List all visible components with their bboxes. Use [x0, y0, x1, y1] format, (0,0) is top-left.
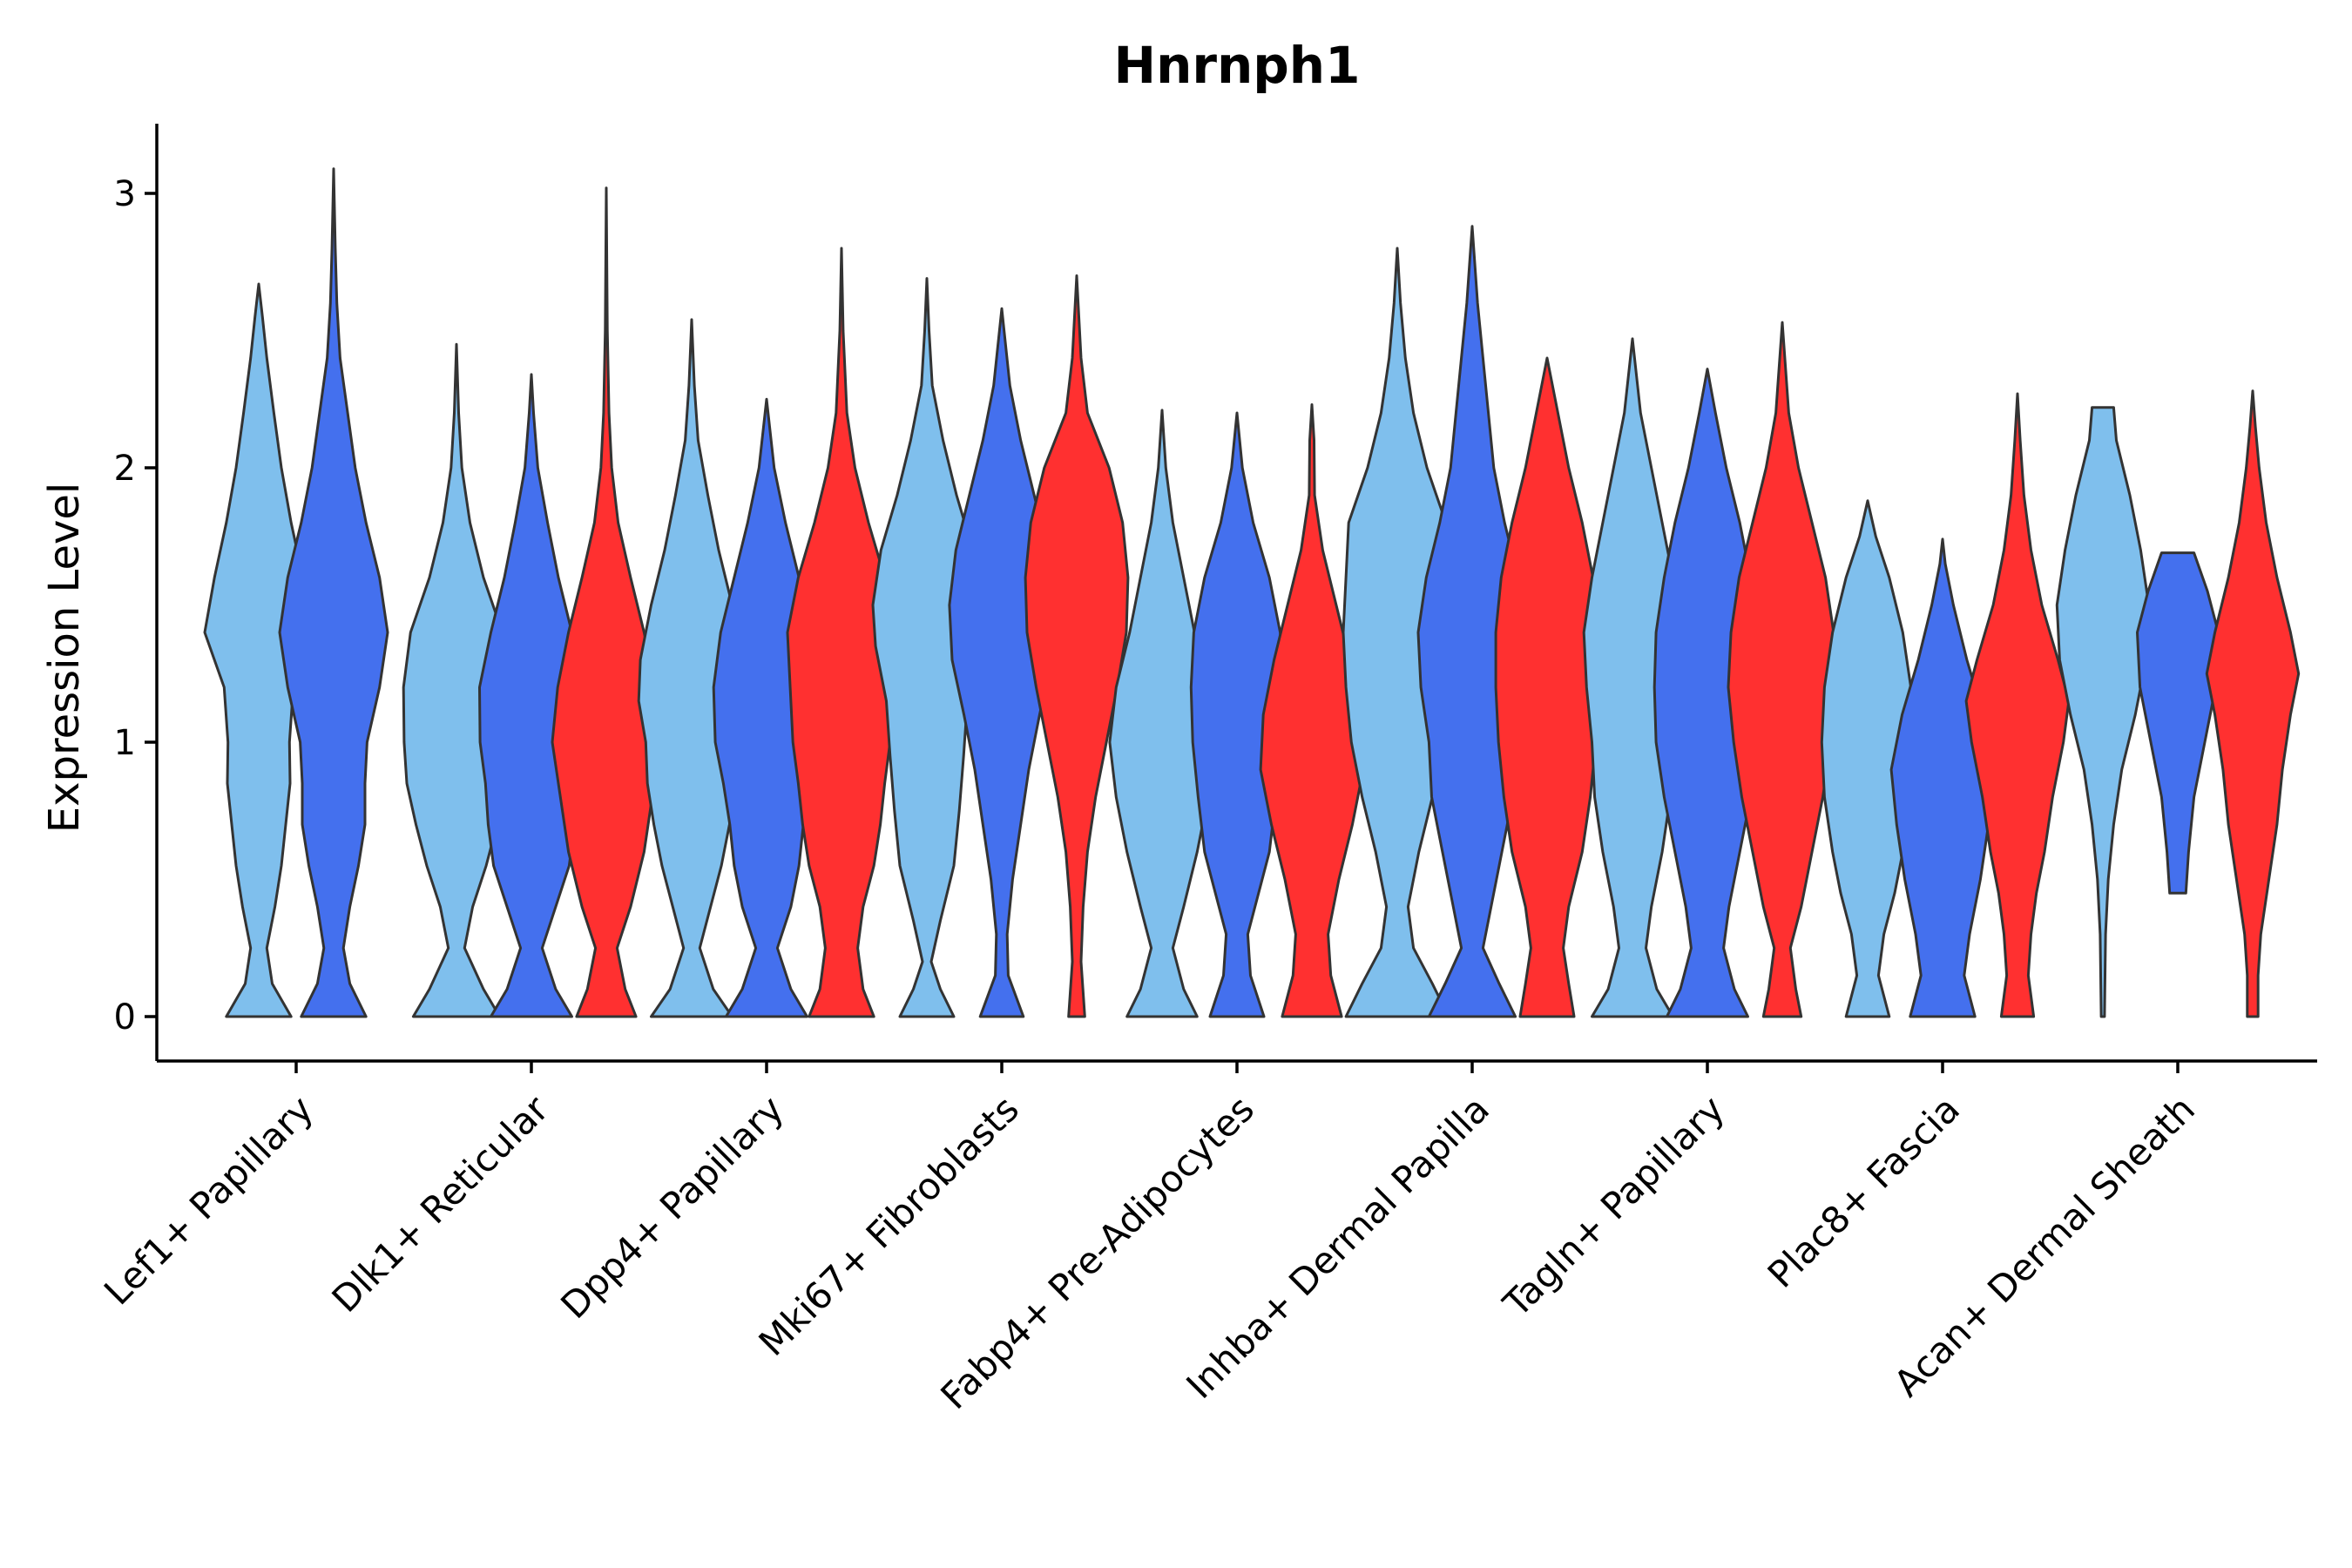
x-tick-label: Tagln+ Papillary [1495, 1087, 1733, 1325]
violin-dlk1-reticular-g1 [478, 373, 585, 1018]
y-ticks-layer: 0 1 2 3 [114, 174, 157, 1037]
violin-lef1-papillary-g0 [203, 282, 314, 1018]
violin-plac8-fascia-g2 [1964, 392, 2071, 1018]
x-tick-label: Plac8+ Fascia [1760, 1087, 1968, 1295]
y-axis-label: Expression Level [40, 483, 89, 834]
chart-title: Hnrnph1 [1114, 36, 1361, 95]
violin-fabp4-pre-adipocytes-g1 [1189, 411, 1285, 1018]
violin-plac8-fascia-g0 [1820, 499, 1916, 1018]
x-tick-label: Mki67+ Fibroblasts [751, 1087, 1027, 1363]
y-tick-label: 1 [114, 723, 136, 763]
violin-mki67-fibroblasts-g1 [948, 307, 1056, 1018]
y-tick-label: 0 [114, 997, 136, 1037]
violin-fabp4-pre-adipocytes-g0 [1108, 409, 1216, 1018]
y-tick-label: 3 [114, 174, 136, 214]
violin-tagln-papillary-g0 [1582, 337, 1683, 1018]
violin-dlk1-reticular-g2 [551, 186, 662, 1018]
violin-mki67-fibroblasts-g2 [1024, 274, 1130, 1018]
violin-inhba-dermal-papilla-g0 [1342, 247, 1453, 1018]
violin-acan-dermal-sheath-g1 [2136, 551, 2220, 895]
violin-dpp4-papillary-g1 [712, 397, 821, 1018]
x-tick-label: Dlk1+ Reticular [324, 1087, 558, 1321]
violin-plac8-fascia-g1 [1889, 537, 1996, 1018]
violin-acan-dermal-sheath-g2 [2205, 389, 2301, 1018]
violin-dpp4-papillary-g2 [786, 247, 897, 1018]
violin-dlk1-reticular-g0 [402, 342, 511, 1018]
violin-inhba-dermal-papilla-g2 [1494, 356, 1600, 1018]
x-tick-label: Dpp4+ Papillary [552, 1087, 792, 1327]
violin-acan-dermal-sheath-g0 [2055, 406, 2151, 1018]
violins-layer [203, 167, 2301, 1018]
violin-lef1-papillary-g1 [278, 167, 389, 1018]
violin-dpp4-papillary-g0 [637, 318, 747, 1018]
y-tick-label: 2 [114, 449, 136, 489]
violin-mki67-fibroblasts-g0 [871, 277, 983, 1018]
violin-tagln-papillary-g2 [1727, 321, 1838, 1018]
violin-fabp4-pre-adipocytes-g2 [1259, 403, 1365, 1018]
violin-inhba-dermal-papilla-g1 [1416, 225, 1528, 1018]
x-tick-label: Lef1+ Papillary [96, 1087, 321, 1313]
violin-tagln-papillary-g1 [1652, 368, 1762, 1018]
